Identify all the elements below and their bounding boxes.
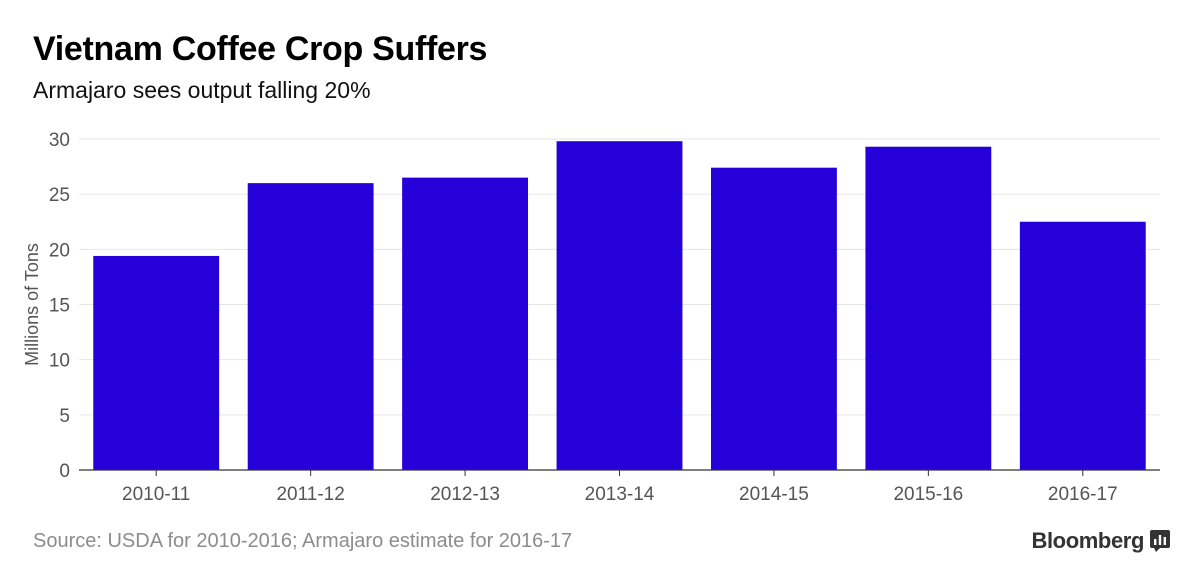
bloomberg-terminal-icon (1150, 530, 1170, 552)
x-tick-label: 2014-15 (739, 484, 809, 505)
y-tick-label: 0 (59, 461, 70, 482)
chart-subtitle: Armajaro sees output falling 20% (33, 77, 371, 103)
x-tick-label: 2010-11 (122, 484, 190, 505)
y-tick-label: 15 (49, 296, 70, 317)
bloomberg-logo: Bloomberg (1031, 528, 1170, 554)
bar-2010-11 (93, 255, 220, 470)
bar-2011-12 (247, 183, 374, 470)
x-tick-label: 2012-13 (430, 484, 500, 505)
bar-2015-16 (865, 146, 992, 470)
y-tick-label: 25 (49, 185, 70, 206)
y-tick-label: 10 (49, 351, 70, 372)
x-tick-label: 2016-17 (1048, 484, 1118, 505)
x-tick-label: 2015-16 (893, 484, 963, 505)
brand-wordmark: Bloomberg (1031, 528, 1144, 553)
source-note: Source: USDA for 2010-2016; Armajaro est… (33, 530, 573, 552)
chart-title: Vietnam Coffee Crop Suffers (33, 30, 488, 68)
y-tick-label: 30 (49, 130, 70, 151)
x-tick-label: 2013-14 (585, 484, 655, 505)
y-tick-label: 5 (59, 406, 70, 427)
bar-2012-13 (402, 177, 529, 470)
bar-2013-14 (556, 141, 683, 470)
bar-chart: 0 5 10 15 20 25 30 Millions of Tons 2010-11 2011-… (22, 130, 1160, 505)
y-axis-label: Millions of Tons (22, 243, 42, 366)
x-tick-label: 2011-12 (276, 484, 344, 505)
bar-2016-17 (1019, 221, 1146, 470)
y-tick-label: 20 (49, 240, 70, 261)
bar-2014-15 (710, 167, 837, 471)
